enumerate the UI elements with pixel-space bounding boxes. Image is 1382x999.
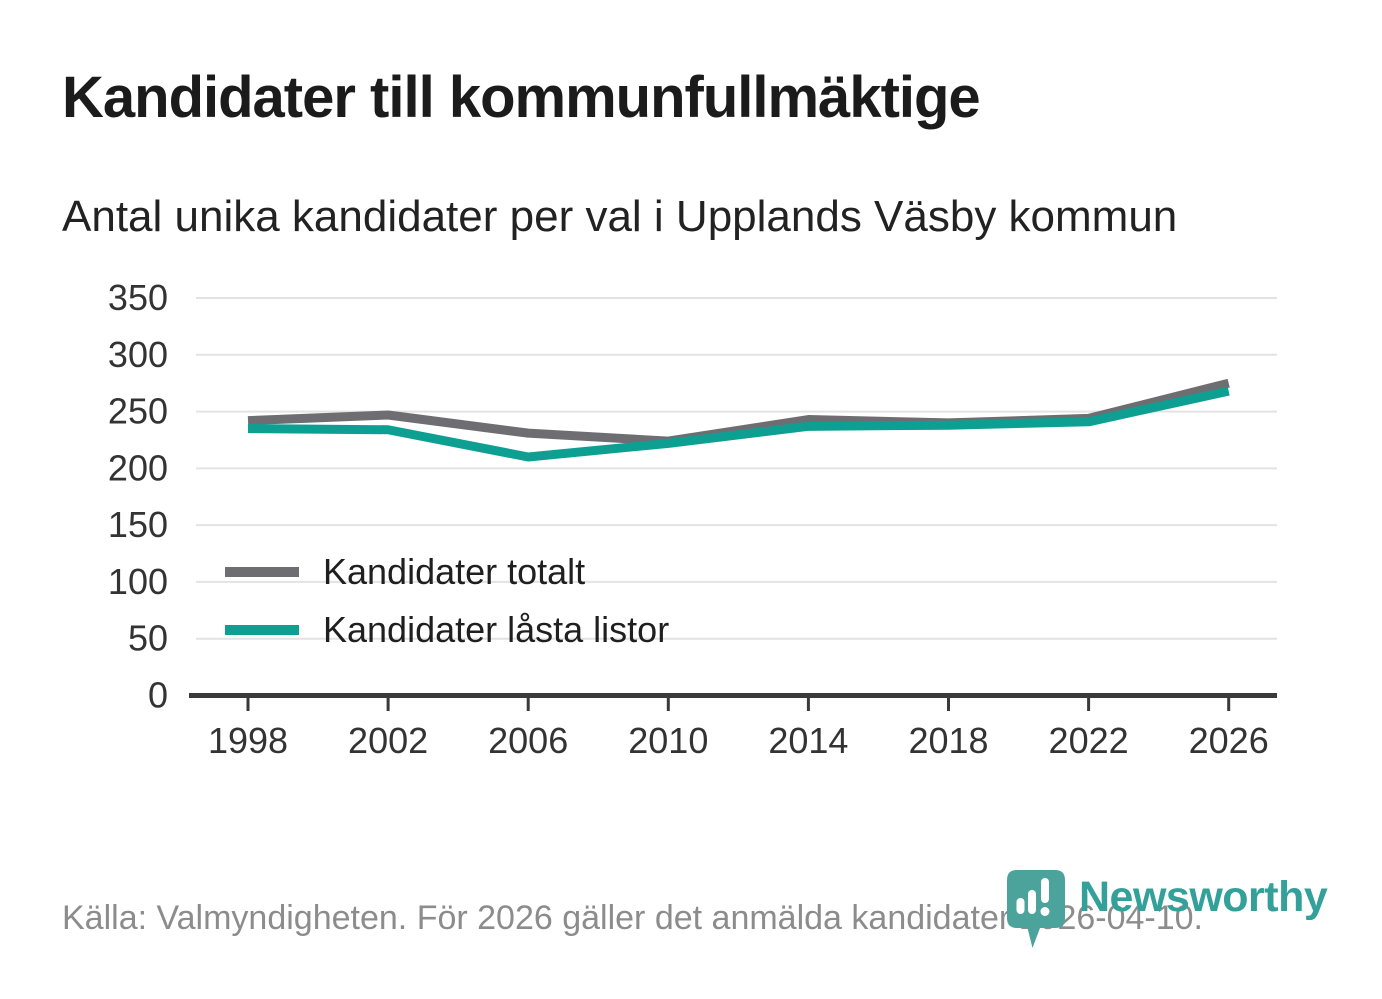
legend-item-lasta-listor: Kandidater låsta listor xyxy=(225,609,670,650)
y-tick-label: 150 xyxy=(108,504,168,545)
y-tick-label: 100 xyxy=(108,561,168,602)
y-tick-label: 200 xyxy=(108,447,168,488)
x-tick-label: 2010 xyxy=(628,720,708,761)
legend-label-lasta-listor: Kandidater låsta listor xyxy=(323,609,670,650)
newsworthy-wordmark: Newsworthy xyxy=(1079,873,1328,921)
x-tick-label: 1998 xyxy=(208,720,288,761)
legend-swatch-totalt xyxy=(225,567,299,577)
legend-item-totalt: Kandidater totalt xyxy=(225,551,669,592)
newsworthy-chart-bubble-icon xyxy=(1007,870,1065,948)
y-tick-label: 50 xyxy=(128,618,168,659)
x-tick-label: 2002 xyxy=(348,720,428,761)
y-tick-label: 350 xyxy=(108,277,168,318)
x-tick-label: 2026 xyxy=(1189,720,1269,761)
chart-subtitle: Antal unika kandidater per val i Uppland… xyxy=(62,192,1178,241)
y-tick-label: 0 xyxy=(148,675,168,716)
newsworthy-logo: Newsworthy xyxy=(1006,869,1328,955)
x-tick-label: 2022 xyxy=(1049,720,1129,761)
y-tick-label: 300 xyxy=(108,334,168,375)
legend-swatch-lasta-listor xyxy=(225,625,299,635)
legend-label-totalt: Kandidater totalt xyxy=(323,551,586,592)
y-tick-label: 250 xyxy=(108,391,168,432)
chart-legend: Kandidater totalt Kandidater låsta listo… xyxy=(225,551,670,669)
x-tick-label: 2018 xyxy=(908,720,988,761)
x-tick-label: 2014 xyxy=(768,720,848,761)
series-line xyxy=(247,386,1230,462)
page-title: Kandidater till kommunfullmäktige xyxy=(62,65,981,130)
x-tick-label: 2006 xyxy=(488,720,568,761)
